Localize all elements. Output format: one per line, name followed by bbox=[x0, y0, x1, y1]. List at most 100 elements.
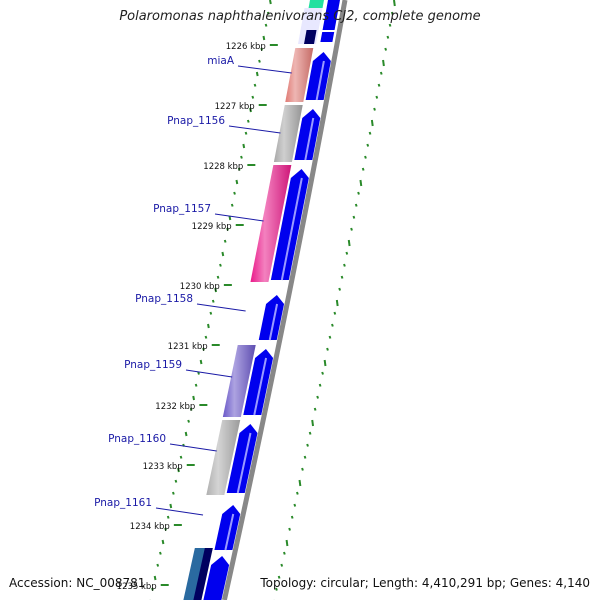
inner-track-mark bbox=[228, 215, 232, 221]
gene-leader-line bbox=[228, 125, 281, 134]
cds-highlight bbox=[280, 177, 303, 281]
bottom-partial-gene bbox=[193, 548, 213, 600]
cds-arrow bbox=[243, 349, 274, 415]
outer-track-mark bbox=[333, 311, 337, 315]
outer-track-mark bbox=[328, 335, 332, 339]
outer-track-mark bbox=[338, 287, 342, 291]
outer-track-mark bbox=[390, 11, 394, 15]
outer-track-mark bbox=[275, 587, 278, 591]
inner-track-mark bbox=[199, 359, 203, 365]
inner-track-mark bbox=[192, 395, 196, 401]
outer-track-mark bbox=[375, 95, 379, 99]
inner-track-mark bbox=[223, 239, 227, 243]
gene-block bbox=[285, 48, 314, 102]
outer-track-mark bbox=[345, 251, 349, 255]
inner-track-mark bbox=[197, 371, 200, 375]
kbp-tick-label: 1235 kbp bbox=[117, 582, 157, 592]
cds-arrow bbox=[305, 52, 331, 100]
outer-track-mark bbox=[293, 503, 297, 507]
cds-arrow bbox=[270, 169, 309, 280]
top-partial-gene bbox=[298, 8, 323, 44]
inner-track-mark bbox=[226, 227, 229, 231]
inner-track-mark bbox=[219, 263, 222, 267]
inner-track-mark bbox=[230, 203, 234, 207]
outer-track-mark bbox=[298, 479, 302, 487]
inner-track-mark bbox=[159, 551, 162, 555]
outer-track-mark bbox=[306, 443, 309, 447]
outer-track-mark bbox=[331, 323, 334, 327]
inner-track-mark bbox=[204, 335, 208, 339]
inner-track-mark bbox=[166, 515, 170, 519]
outer-track-mark bbox=[393, 0, 396, 7]
outer-track-mark bbox=[280, 563, 284, 567]
kbp-tick-label: 1227 kbp bbox=[215, 102, 255, 112]
kbp-tick-label: 1231 kbp bbox=[168, 342, 208, 352]
gene-label: Pnap_1160 bbox=[108, 433, 166, 445]
outer-track-mark bbox=[313, 407, 317, 411]
outer-track-mark bbox=[285, 539, 289, 547]
kbp-tick-label: 1232 kbp bbox=[155, 402, 195, 412]
outer-track-mark bbox=[366, 143, 370, 147]
outer-track-mark bbox=[368, 131, 372, 135]
inner-track-mark bbox=[214, 287, 218, 293]
outer-track-mark bbox=[308, 431, 312, 435]
inner-track-mark bbox=[246, 119, 250, 123]
gene-leader-line bbox=[196, 303, 246, 312]
gene-block bbox=[273, 105, 303, 162]
top-partial-cds bbox=[320, 32, 335, 42]
gene-label: Pnap_1159 bbox=[124, 359, 182, 371]
gene-label: Pnap_1156 bbox=[167, 115, 225, 127]
accession-text: Accession: NC_008781 bbox=[9, 576, 146, 590]
inner-track-mark bbox=[174, 479, 178, 483]
cds-arrow bbox=[226, 424, 258, 493]
gene-block bbox=[222, 345, 256, 417]
inner-track-mark bbox=[153, 575, 157, 581]
bottom-partial-gene bbox=[183, 548, 207, 600]
cds-highlight bbox=[304, 117, 315, 161]
gene-label: miaA bbox=[207, 55, 235, 67]
gene-leader-line bbox=[155, 507, 204, 516]
cds-arrow bbox=[294, 109, 321, 160]
outer-track-mark bbox=[316, 395, 319, 399]
inner-track-mark bbox=[184, 431, 188, 437]
outer-track-mark bbox=[347, 239, 351, 247]
inner-track-mark bbox=[233, 191, 236, 195]
outer-track-mark bbox=[326, 347, 329, 351]
inner-track-mark bbox=[262, 35, 266, 41]
inner-track-mark bbox=[202, 347, 205, 351]
bottom-partial-cds bbox=[203, 556, 230, 600]
inner-track-mark bbox=[258, 59, 261, 63]
outer-track-mark bbox=[352, 215, 356, 219]
inner-track-mark bbox=[151, 587, 154, 591]
inner-track-mark bbox=[251, 95, 255, 99]
inner-track-mark bbox=[207, 323, 210, 329]
outer-track-mark bbox=[340, 275, 344, 279]
map-title: Polaromonas naphthalenivorans CJ2, compl… bbox=[119, 9, 481, 24]
gene-leader-line bbox=[185, 369, 233, 378]
inner-track-mark bbox=[209, 311, 213, 315]
outer-track-mark bbox=[373, 107, 376, 111]
inner-track-mark bbox=[211, 299, 215, 303]
outer-track-mark bbox=[359, 179, 363, 187]
outer-track-mark bbox=[364, 155, 367, 159]
outer-track-mark bbox=[382, 59, 385, 67]
inner-track-mark bbox=[235, 179, 239, 185]
outer-track-mark bbox=[361, 167, 365, 171]
gene-leader-line bbox=[214, 213, 264, 222]
inner-track-mark bbox=[216, 275, 220, 279]
inner-track-mark bbox=[253, 83, 257, 87]
cds-highlight bbox=[236, 432, 252, 494]
outer-track-mark bbox=[318, 383, 322, 387]
outer-track-mark bbox=[386, 35, 390, 39]
inner-track-mark bbox=[269, 0, 272, 5]
kbp-tick-label: 1226 kbp bbox=[226, 42, 266, 52]
kbp-tick-label: 1229 kbp bbox=[192, 222, 232, 232]
inner-track-mark bbox=[179, 455, 183, 459]
top-partial-cds bbox=[322, 0, 340, 30]
gene-block bbox=[206, 420, 241, 495]
outer-track-mark bbox=[311, 419, 315, 427]
outer-track-mark bbox=[288, 527, 291, 531]
outer-track-mark bbox=[323, 359, 327, 367]
